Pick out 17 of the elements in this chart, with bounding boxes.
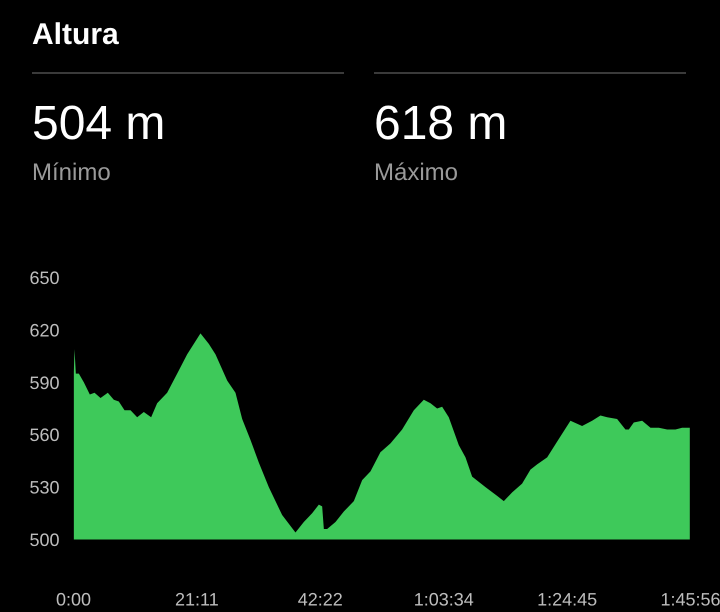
- y-tick-label: 620: [29, 320, 60, 340]
- text: 618 m: [374, 96, 508, 152]
- y-tick-label: 500: [29, 530, 60, 550]
- y-tick-label: 530: [29, 478, 60, 498]
- x-tick-label: 1:45:56: [660, 590, 720, 610]
- x-tick-label: 42:22: [298, 590, 343, 610]
- text: Mínimo: [32, 158, 112, 188]
- x-tick-label: 1:24:45: [537, 590, 598, 610]
- y-tick-label: 650: [29, 268, 60, 288]
- y-tick-label: 590: [29, 372, 60, 393]
- chart-title: Altura: [32, 17, 120, 53]
- x-tick-label: 1:03:34: [414, 590, 474, 610]
- x-tick-label: 21:11: [175, 590, 219, 610]
- text: 504 m: [32, 96, 166, 152]
- x-tick-label: 0:00: [56, 590, 92, 610]
- text: Máximo: [374, 158, 460, 188]
- y-tick-label: 560: [29, 425, 60, 446]
